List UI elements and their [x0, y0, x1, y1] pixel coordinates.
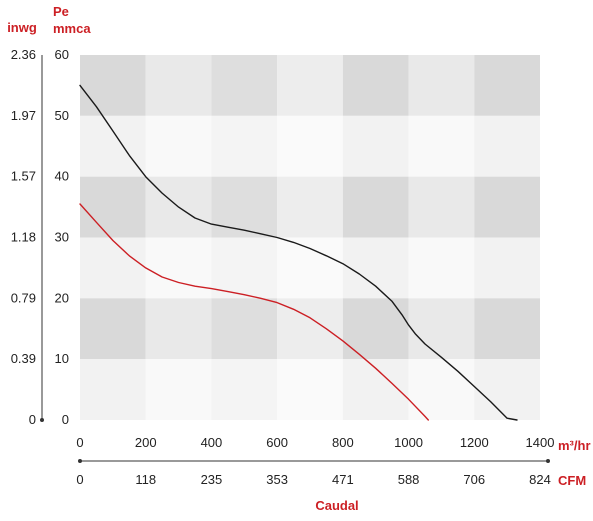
grid-cell [342, 237, 409, 299]
series-line-black [79, 84, 518, 421]
x-tick-label-m3hr: 200 [135, 435, 157, 450]
grid-cell [211, 298, 278, 360]
grid-cell [277, 237, 343, 299]
y-tick-label-mmca: 20 [55, 290, 69, 305]
grid-cell [145, 237, 212, 299]
x-tick-label-cfm: 0 [76, 472, 83, 487]
grid-cell [408, 115, 475, 177]
grid-cell [277, 359, 343, 420]
grid-cell [408, 176, 475, 238]
x-tick-label-m3hr: 600 [266, 435, 288, 450]
grid-cell [277, 55, 343, 116]
y-tick-label-inwg: 1.97 [11, 108, 36, 123]
y-tick-label-inwg: 0.39 [11, 351, 36, 366]
y-tick-label-mmca: 40 [55, 169, 69, 184]
y-tick-label-mmca: 10 [55, 351, 69, 366]
grid-cell [80, 115, 146, 177]
grid-background [80, 55, 540, 420]
x-tick-label-m3hr: 800 [332, 435, 354, 450]
grid-cell [211, 55, 278, 116]
cfm-axis-end-dot [546, 459, 550, 463]
grid-cell [342, 298, 409, 360]
grid-cell [145, 298, 212, 360]
grid-cell [211, 359, 278, 420]
axes [40, 55, 550, 463]
grid-cell [80, 359, 146, 420]
grid-cell [211, 237, 278, 299]
grid-cell [211, 115, 278, 177]
pressure-label: Pe [53, 4, 69, 19]
x-tick-label-cfm: 588 [398, 472, 420, 487]
m3hr-unit-label: m³/hr [558, 438, 591, 453]
grid-cell [80, 237, 146, 299]
grid-cell [211, 176, 278, 238]
y-tick-label-mmca: 0 [62, 412, 69, 427]
grid-cell [474, 115, 540, 177]
grid-cell [408, 298, 475, 360]
x-tick-label-cfm: 824 [529, 472, 551, 487]
grid-cell [474, 359, 540, 420]
x-tick-label-m3hr: 1200 [460, 435, 489, 450]
grid-cell [277, 176, 343, 238]
grid-cell [145, 115, 212, 177]
y-tick-label-mmca: 30 [55, 230, 69, 245]
grid-cell [474, 55, 540, 116]
grid-cell [408, 237, 475, 299]
y-tick-label-mmca: 60 [55, 47, 69, 62]
x-tick-label-m3hr: 0 [76, 435, 83, 450]
inwg-unit-label: inwg [7, 20, 37, 35]
x-tick-label-cfm: 118 [135, 472, 156, 487]
grid-cell [145, 359, 212, 420]
y-tick-label-mmca: 50 [55, 108, 69, 123]
x-tick-label-cfm: 471 [332, 472, 354, 487]
grid-cell [342, 176, 409, 238]
x-tick-label-cfm: 706 [463, 472, 485, 487]
grid-cell [80, 55, 146, 116]
x-tick-label-m3hr: 1000 [394, 435, 423, 450]
x-tick-label-m3hr: 1400 [526, 435, 555, 450]
labels-layer: inwg Pe mmca m³/hr CFM Caudal [7, 4, 590, 513]
grid-cell [277, 115, 343, 177]
y-tick-label-inwg: 1.18 [11, 230, 36, 245]
grid-cell [408, 55, 475, 116]
series-layer [79, 84, 518, 421]
grid-cell [474, 176, 540, 238]
mmca-unit-label: mmca [53, 21, 91, 36]
series-line-red [79, 203, 429, 421]
cfm-axis-start-dot [78, 459, 82, 463]
y-tick-label-inwg: 0 [29, 412, 36, 427]
grid-cell [342, 55, 409, 116]
cfm-unit-label: CFM [558, 473, 586, 488]
x-tick-label-cfm: 353 [266, 472, 288, 487]
grid-cell [145, 55, 212, 116]
y-tick-label-inwg: 1.57 [11, 169, 36, 184]
grid-cell [408, 359, 475, 420]
y-tick-label-inwg: 0.79 [11, 290, 36, 305]
inwg-axis-origin-dot [40, 418, 44, 422]
y-tick-label-inwg: 2.36 [11, 47, 36, 62]
grid-cell [80, 298, 146, 360]
x-tick-label-cfm: 235 [201, 472, 223, 487]
grid-cell [474, 298, 540, 360]
x-tick-label-m3hr: 400 [201, 435, 223, 450]
grid-cell [342, 115, 409, 177]
x-axis-title: Caudal [315, 498, 358, 513]
grid-cell [277, 298, 343, 360]
tick-labels: 00100.39200.79301.18401.57501.97602.3600… [11, 47, 555, 487]
grid-cell [80, 176, 146, 238]
grid-cell [474, 237, 540, 299]
